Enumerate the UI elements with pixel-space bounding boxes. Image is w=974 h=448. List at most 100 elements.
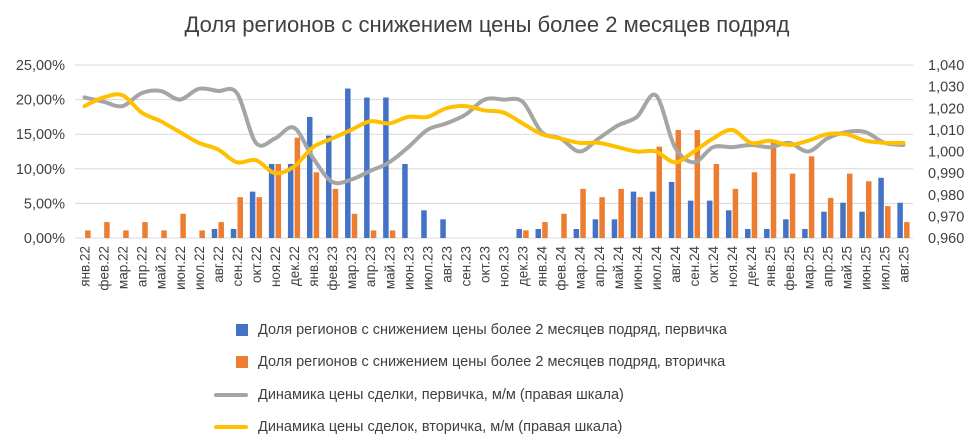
bar-secondary-share xyxy=(904,222,910,238)
bar-secondary-share xyxy=(789,173,796,238)
x-axis-tick-label: мар.25 xyxy=(801,246,816,289)
legend: Доля регионов с снижением цены более 2 м… xyxy=(214,318,727,448)
bar-primary-share xyxy=(897,202,903,238)
x-axis-tick-label: фев.22 xyxy=(97,246,112,291)
bar-secondary-share xyxy=(808,156,815,238)
bar-primary-share xyxy=(706,200,713,238)
bar-secondary-share xyxy=(751,172,758,238)
bar-secondary-share xyxy=(161,230,167,238)
left-axis-tick-label: 5,00% xyxy=(24,196,65,212)
x-axis-tick-label: июн.24 xyxy=(630,246,645,290)
bar-secondary-share xyxy=(885,206,891,238)
bar-primary-share xyxy=(630,191,637,238)
line-series xyxy=(82,86,906,186)
x-axis-tick-label: сен.24 xyxy=(687,246,702,287)
legend-item-secondary-share: Доля регионов с снижением цены более 2 м… xyxy=(214,351,727,374)
x-axis-tick-label: ноя.24 xyxy=(725,246,740,288)
bar-secondary-share xyxy=(389,230,396,238)
bar-primary-share xyxy=(230,229,237,238)
x-axis-tick-label: сен.22 xyxy=(230,246,245,286)
bar-primary-share xyxy=(249,191,256,238)
right-axis-ticks: 0,960 0,970 0,980 0,990 1,000 1,010 1,020 1,030… xyxy=(928,58,964,247)
bar-primary-share xyxy=(725,210,732,238)
bar-secondary-share xyxy=(694,130,701,238)
x-axis-tick-label: июн.25 xyxy=(858,246,873,290)
bar-secondary-share xyxy=(770,141,777,238)
bar-secondary-share xyxy=(713,163,720,238)
x-axis-tick-label: апр.25 xyxy=(820,246,835,287)
bar-primary-share xyxy=(878,177,884,238)
bar-secondary-share xyxy=(142,222,148,238)
right-axis-tick-label: 1,000 xyxy=(928,145,964,161)
legend-item-secondary-price: Динамика цены сделок, вторичка, м/м (пра… xyxy=(214,416,727,439)
legend-label-secondary-price: Динамика цены сделок, вторичка, м/м (пра… xyxy=(258,419,623,435)
bar-primary-share xyxy=(326,135,332,238)
right-axis-tick-label: 0,990 xyxy=(928,166,964,182)
legend-swatch-primary-share xyxy=(236,323,248,336)
legend-label-secondary-share: Доля регионов с снижением цены более 2 м… xyxy=(258,354,726,370)
bar-secondary-share xyxy=(542,222,548,238)
left-axis-ticks: 0,00% 5,00% 10,00% 15,00% 20,00% 25,00% xyxy=(16,58,65,247)
x-axis-tick-label: мар.24 xyxy=(573,246,588,290)
bar-primary-share xyxy=(649,191,656,238)
bar-secondary-share xyxy=(351,213,358,238)
bar-series xyxy=(85,88,910,238)
x-axis-tick-label: ноя.22 xyxy=(268,246,283,287)
x-axis-tick-label: янв.25 xyxy=(763,246,778,287)
bar-primary-share xyxy=(211,229,218,238)
x-axis-tick-label: апр.23 xyxy=(363,246,378,287)
bar-secondary-share xyxy=(827,197,834,238)
bar-primary-share xyxy=(764,229,770,238)
bar-secondary-share xyxy=(199,230,205,238)
bar-primary-share xyxy=(573,229,580,238)
bar-secondary-share xyxy=(123,230,129,238)
x-axis-tick-label: фев.23 xyxy=(325,246,340,291)
bar-secondary-share xyxy=(104,222,110,238)
x-axis-tick-label: фев.25 xyxy=(782,246,797,291)
x-axis-tick-label: янв.22 xyxy=(78,246,93,287)
bar-primary-share xyxy=(268,163,275,238)
bar-secondary-share xyxy=(332,188,339,238)
bar-secondary-share xyxy=(656,146,662,238)
bar-secondary-share xyxy=(523,230,529,238)
left-axis-tick-label: 15,00% xyxy=(16,127,65,143)
x-axis-tick-label: мар.22 xyxy=(116,246,131,289)
x-axis-tick-label: май.22 xyxy=(154,246,169,289)
legend-swatch-secondary-share xyxy=(236,356,248,368)
x-axis-tick-label: окт.23 xyxy=(477,246,492,283)
x-axis-tick-label: янв.24 xyxy=(535,246,550,287)
x-axis-tick-label: июл.25 xyxy=(877,246,892,290)
x-axis-tick-label: май.25 xyxy=(839,246,854,289)
line-secondary-price xyxy=(82,92,906,176)
bar-secondary-share xyxy=(846,173,853,238)
bar-secondary-share xyxy=(618,188,624,238)
left-axis-tick-label: 25,00% xyxy=(16,58,65,74)
legend-label-primary-price: Динамика цены сделки, первичка, м/м (пра… xyxy=(258,386,624,403)
x-axis-tick-label: авг.24 xyxy=(668,246,683,283)
bar-primary-share xyxy=(516,229,522,238)
gridlines xyxy=(75,64,913,239)
left-axis-tick-label: 10,00% xyxy=(16,162,65,178)
x-axis-tick-label: июн.22 xyxy=(173,246,188,290)
bar-primary-share xyxy=(535,229,542,238)
bar-primary-share xyxy=(611,219,618,238)
bar-primary-share xyxy=(821,211,827,238)
x-axis-tick-label: дек.23 xyxy=(516,246,531,286)
bar-secondary-share xyxy=(237,197,243,238)
bar-primary-share xyxy=(306,116,313,238)
line-primary-price xyxy=(82,86,906,186)
x-axis-tick-label: янв.23 xyxy=(306,246,321,287)
x-axis-tick-label: июл.23 xyxy=(420,246,435,290)
bar-secondary-share xyxy=(85,230,91,238)
right-axis-tick-label: 0,970 xyxy=(928,209,964,225)
x-axis-tick-label: дек.24 xyxy=(744,246,759,287)
left-axis-tick-label: 20,00% xyxy=(16,93,65,109)
x-axis-tick-label: авг.25 xyxy=(896,246,911,283)
bar-secondary-share xyxy=(180,213,186,238)
right-axis-tick-label: 1,030 xyxy=(928,80,964,96)
bar-primary-share xyxy=(364,97,370,238)
bar-secondary-share xyxy=(599,197,605,238)
bar-secondary-share xyxy=(732,188,739,238)
x-axis-tick-label: май.24 xyxy=(611,246,626,290)
bar-primary-share xyxy=(402,163,408,238)
